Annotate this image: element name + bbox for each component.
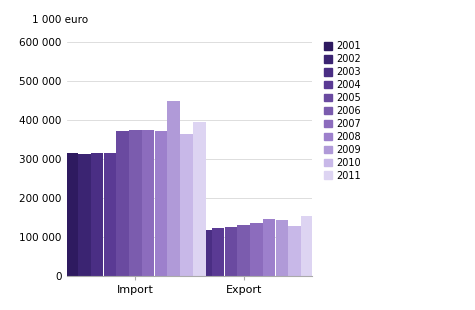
Bar — [91, 153, 103, 276]
Text: 1 000 euro: 1 000 euro — [32, 15, 88, 25]
Bar — [180, 134, 193, 276]
Bar — [225, 227, 237, 276]
Bar — [238, 225, 250, 276]
Bar — [193, 122, 206, 276]
Bar — [129, 130, 142, 276]
Bar — [301, 216, 314, 276]
Bar — [199, 230, 211, 276]
Bar — [78, 154, 91, 276]
Legend: 2001, 2002, 2003, 2004, 2005, 2006, 2007, 2008, 2009, 2010, 2011: 2001, 2002, 2003, 2004, 2005, 2006, 2007… — [322, 39, 362, 183]
Bar — [186, 237, 199, 276]
Bar — [104, 153, 116, 276]
Bar — [168, 101, 180, 276]
Bar — [155, 131, 167, 276]
Bar — [173, 231, 186, 276]
Bar — [263, 219, 276, 276]
Bar — [250, 224, 263, 276]
Bar — [212, 228, 224, 276]
Bar — [142, 130, 154, 276]
Bar — [276, 220, 288, 276]
Bar — [65, 153, 78, 276]
Bar — [116, 131, 129, 276]
Bar — [288, 226, 301, 276]
